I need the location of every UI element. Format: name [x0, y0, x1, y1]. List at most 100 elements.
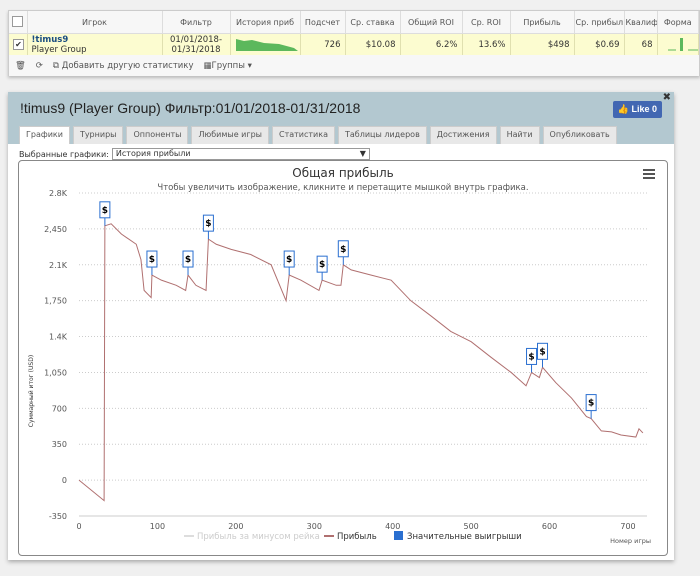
- y-tick-label: 700: [52, 404, 67, 413]
- dollar-icon: $: [185, 255, 191, 265]
- x-tick-label: 0: [76, 522, 81, 531]
- table-row[interactable]: ✔ !timus9 Player Group 01/01/2018- 01/31/2…: [9, 33, 699, 55]
- filter-to: 01/31/2018: [171, 44, 221, 55]
- profit-chart[interactable]: Общая прибыль Чтобы увеличить изображени…: [18, 160, 668, 556]
- tab[interactable]: Турниры: [72, 126, 124, 144]
- chart-select-label: Выбранные графики:: [19, 149, 109, 159]
- x-tick-label: 200: [228, 522, 243, 531]
- y-tick-label: 2.8K: [49, 189, 68, 198]
- y-tick-label: 0: [62, 476, 67, 485]
- like-label: Like 0: [631, 104, 657, 114]
- col-header[interactable]: Прибыль: [510, 11, 575, 34]
- profit-line: [78, 223, 644, 502]
- groups-button[interactable]: ▦Группы ▾: [203, 60, 252, 71]
- dollar-icon: $: [528, 352, 534, 362]
- stats-table: Игрок Фильтр История приб Подсчет Ср. ст…: [8, 10, 700, 76]
- total-roi-cell: 6.2%: [400, 33, 463, 55]
- y-tick-label: 1,050: [44, 368, 67, 377]
- tab[interactable]: Таблицы лидеров: [337, 126, 427, 144]
- avg-profit-cell: $0.69: [574, 33, 625, 55]
- select-all-checkbox[interactable]: [12, 15, 24, 27]
- x-tick-label: 300: [307, 522, 322, 531]
- add-stat-label: Добавить другую статистику: [61, 60, 194, 71]
- dollar-icon: $: [340, 245, 346, 255]
- col-header[interactable]: Ср. ROI: [462, 11, 511, 34]
- dollar-icon: $: [102, 206, 108, 216]
- dropdown-arrow-icon: ▼: [359, 149, 366, 158]
- big-win-marker: [585, 394, 597, 412]
- col-header[interactable]: Форма: [657, 11, 699, 34]
- legend-item[interactable]: Прибыль: [337, 532, 377, 542]
- form-sparkline: [667, 38, 698, 51]
- qualif-cell: 68: [624, 33, 658, 55]
- dollar-icon: $: [539, 347, 545, 357]
- tab[interactable]: Опубликовать: [542, 126, 617, 144]
- dollar-icon: $: [319, 260, 325, 270]
- y-tick-label: -350: [49, 512, 67, 521]
- chart-title: Общая прибыль: [292, 166, 393, 180]
- dollar-icon: $: [588, 399, 594, 409]
- big-win-marker: [526, 347, 538, 365]
- chart-select[interactable]: История прибыли ▼: [111, 148, 370, 160]
- big-win-marker: [283, 250, 295, 268]
- x-tick-label: 500: [464, 522, 479, 531]
- tab[interactable]: Найти: [499, 126, 540, 144]
- player-name[interactable]: !timus9: [31, 34, 69, 45]
- row-checkbox[interactable]: ✔: [13, 39, 24, 50]
- y-tick-label: 1.4K: [49, 333, 68, 342]
- tab[interactable]: Достижения: [429, 126, 497, 144]
- big-win-marker: [146, 250, 158, 268]
- close-icon[interactable]: ✖: [662, 92, 671, 103]
- chart-select-value: История прибыли: [115, 149, 191, 158]
- like-button[interactable]: 👍 Like 0: [612, 101, 662, 118]
- table-header: Игрок Фильтр История приб Подсчет Ср. ст…: [9, 11, 699, 34]
- col-header[interactable]: Общий ROI: [400, 11, 463, 34]
- dollar-icon: $: [149, 255, 155, 265]
- col-header[interactable]: История приб: [230, 11, 301, 34]
- tab[interactable]: Оппоненты: [126, 126, 189, 144]
- groups-label: Группы: [211, 60, 245, 71]
- col-header[interactable]: Фильтр: [162, 11, 231, 34]
- legend-item[interactable]: Значительные выигрыши: [407, 532, 522, 542]
- big-win-marker: [537, 342, 549, 360]
- avg-stake-cell: $10.08: [345, 33, 401, 55]
- big-win-marker: [99, 201, 111, 219]
- chart-subtitle: Чтобы увеличить изображение, кликните и …: [157, 183, 528, 193]
- avg-roi-cell: 13.6%: [462, 33, 511, 55]
- count-cell: 726: [300, 33, 346, 55]
- legend-item[interactable]: Прибыль за минусом рейка: [197, 532, 320, 542]
- col-header[interactable]: Игрок: [27, 11, 163, 34]
- add-stat-button[interactable]: ⧉ Добавить другую статистику: [52, 60, 194, 71]
- big-win-marker: [182, 250, 194, 268]
- x-axis-label: Номер игры: [610, 537, 651, 545]
- big-win-marker: [337, 240, 349, 258]
- x-tick-label: 700: [620, 522, 635, 531]
- panel-title: !timus9 (Player Group) Фильтр:01/01/2018…: [20, 100, 361, 116]
- refresh-icon[interactable]: ⟳: [35, 60, 43, 71]
- y-axis-label: Суммарный итог (USD): [28, 355, 35, 427]
- legend: Прибыль за минусом рейка Прибыль Значите…: [184, 531, 522, 542]
- tab[interactable]: Графики: [19, 126, 70, 144]
- x-tick-label: 100: [150, 522, 165, 531]
- x-tick-label: 400: [385, 522, 400, 531]
- filter-from: 01/01/2018-: [169, 34, 223, 45]
- profit-cell: $498: [510, 33, 575, 55]
- y-tick-label: 1,750: [44, 297, 67, 306]
- tab[interactable]: Статистика: [271, 126, 335, 144]
- trash-icon[interactable]: 🗑: [15, 60, 26, 71]
- dollar-icon: $: [286, 255, 292, 265]
- y-tick-label: 350: [52, 440, 67, 449]
- col-header[interactable]: Ср. прибыл: [574, 11, 625, 34]
- dollar-icon: $: [205, 219, 211, 229]
- big-win-marker: [202, 214, 214, 232]
- col-header[interactable]: Подсчет: [300, 11, 346, 34]
- profit-sparkline: [235, 39, 298, 51]
- y-tick-label: 2,450: [44, 225, 67, 234]
- col-header[interactable]: Ср. ставка: [345, 11, 401, 34]
- big-win-marker: [316, 255, 328, 273]
- y-tick-label: 2.1K: [49, 261, 68, 270]
- tab[interactable]: Любимые игры: [191, 126, 269, 144]
- col-header[interactable]: Квалиф: [624, 11, 658, 34]
- menu-icon[interactable]: [643, 169, 655, 179]
- player-panel: !timus9 (Player Group) Фильтр:01/01/2018…: [8, 92, 674, 560]
